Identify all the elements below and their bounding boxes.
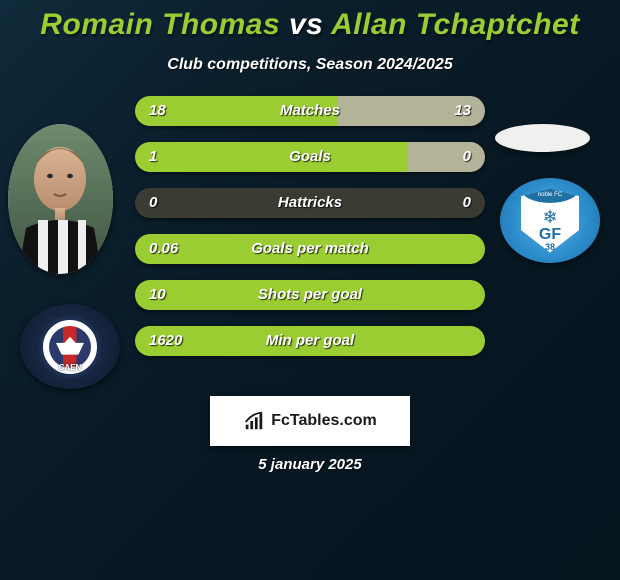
snowflake-icon: ❄	[542, 207, 557, 228]
stat-label: Goals	[289, 142, 331, 172]
stat-label: Shots per goal	[258, 280, 362, 310]
stat-row: 18 13 Matches	[135, 96, 485, 126]
stat-left-value: 1620	[149, 326, 182, 356]
club2-number: 38	[545, 242, 555, 252]
stat-bars: 1813Matches10Goals00Hattricks0.06Goals p…	[135, 96, 485, 372]
branding-box: FcTables.com	[210, 396, 410, 446]
club2-shield: noble FC ❄ GF 38	[521, 189, 579, 253]
stat-label: Goals per match	[251, 234, 369, 264]
club1-name: CAEN	[43, 363, 97, 372]
stat-left-value: 0.06	[149, 234, 178, 264]
comparison-card: Romain Thomas vs Allan Tchaptchet Club c…	[0, 0, 620, 580]
stat-left-value: 1	[149, 142, 157, 172]
stat-label: Hattricks	[278, 188, 342, 218]
stat-label: Min per goal	[266, 326, 354, 356]
stat-right-value: 0	[463, 142, 471, 172]
subtitle: Club competitions, Season 2024/2025	[0, 56, 620, 74]
club1-shield: CAEN	[39, 316, 101, 378]
stat-label: Matches	[280, 96, 340, 126]
signal-icon	[243, 410, 265, 432]
stat-left-value: 18	[149, 96, 166, 126]
stat-row: 0.06 Goals per match	[135, 234, 485, 264]
player2-photo-placeholder	[495, 124, 590, 152]
date-text: 5 january 2025	[258, 456, 361, 473]
stat-bar-left	[135, 142, 408, 172]
stat-row: 0 0 Hattricks	[135, 188, 485, 218]
title-vs: vs	[289, 8, 323, 41]
page-title: Romain Thomas vs Allan Tchaptchet	[0, 0, 620, 42]
club2-arc-text: noble FC	[521, 189, 579, 203]
stat-row: 1 0 Goals	[135, 142, 485, 172]
stat-row: 1620 Min per goal	[135, 326, 485, 356]
branding-text: FcTables.com	[271, 412, 377, 430]
club2-label: GF	[539, 228, 561, 242]
player1-photo	[8, 124, 113, 274]
stat-left-value: 10	[149, 280, 166, 310]
title-player2: Allan Tchaptchet	[331, 8, 580, 41]
stat-left-value: 0	[149, 188, 157, 218]
club1-badge: CAEN	[20, 304, 120, 389]
stat-bar-right	[408, 142, 485, 172]
stat-row: 10 Shots per goal	[135, 280, 485, 310]
stat-right-value: 0	[463, 188, 471, 218]
club2-badge: noble FC ❄ GF 38	[500, 178, 600, 263]
stat-right-value: 13	[454, 96, 471, 126]
title-player1: Romain Thomas	[40, 8, 280, 41]
